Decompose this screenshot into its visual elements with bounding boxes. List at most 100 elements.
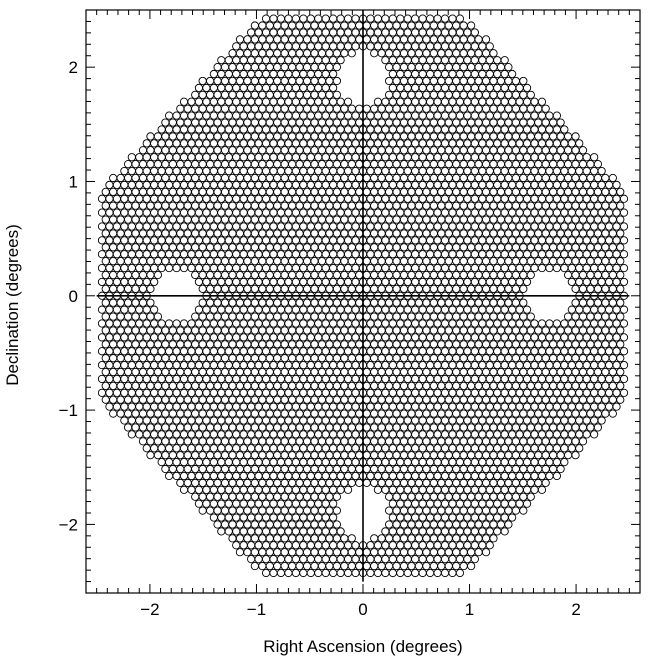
field-circle	[478, 347, 487, 356]
field-circle	[258, 215, 267, 224]
field-circle	[355, 187, 364, 196]
field-circle	[575, 222, 584, 231]
field-circle	[269, 180, 278, 190]
field-circle	[455, 471, 465, 481]
field-circle	[321, 69, 330, 79]
field-circle	[567, 277, 576, 287]
field-circle	[131, 284, 140, 293]
field-circle	[478, 319, 487, 328]
field-circle	[250, 548, 259, 557]
field-circle	[552, 250, 562, 259]
field-circle	[179, 471, 189, 481]
field-circle	[448, 277, 457, 287]
field-circle	[146, 173, 155, 183]
field-circle	[213, 437, 222, 446]
field-circle	[392, 506, 401, 515]
field-circle	[571, 257, 580, 266]
field-circle	[280, 520, 289, 529]
field-circle	[593, 340, 603, 349]
field-circle	[608, 257, 617, 266]
field-circle	[526, 215, 535, 224]
field-circle	[388, 305, 397, 314]
field-circle	[198, 146, 207, 155]
field-circle	[276, 416, 286, 425]
field-circle	[452, 520, 461, 529]
field-circle	[474, 243, 483, 252]
field-circle	[489, 284, 498, 293]
field-circle	[470, 319, 479, 328]
field-circle	[317, 21, 327, 30]
field-circle	[284, 471, 293, 481]
field-circle	[187, 222, 196, 231]
field-circle	[448, 139, 457, 148]
field-circle	[489, 215, 498, 224]
field-circle	[217, 388, 226, 397]
field-circle	[217, 458, 226, 467]
field-circle	[254, 277, 263, 287]
field-circle	[437, 146, 446, 155]
field-circle	[183, 395, 192, 404]
field-circle	[247, 305, 256, 314]
field-circle	[325, 409, 334, 418]
field-circle	[250, 229, 259, 238]
field-circle	[444, 520, 453, 529]
field-circle	[440, 541, 450, 550]
field-circle	[220, 284, 230, 293]
field-circle	[463, 360, 472, 370]
field-circle	[444, 478, 453, 487]
field-circle	[411, 222, 420, 231]
field-circle	[377, 381, 386, 390]
field-circle	[321, 166, 330, 176]
field-circle	[340, 312, 349, 321]
field-circle	[105, 222, 114, 231]
field-circle	[187, 125, 196, 134]
field-circle	[123, 201, 133, 210]
field-circle	[235, 437, 245, 446]
field-circle	[500, 222, 509, 231]
field-circle	[165, 402, 174, 411]
field-circle	[288, 132, 297, 141]
field-circle	[440, 42, 450, 51]
field-circle	[604, 236, 614, 245]
field-circle	[426, 277, 435, 287]
field-circle	[347, 35, 356, 44]
field-circle	[467, 451, 476, 460]
field-circle	[302, 506, 312, 515]
field-circle	[347, 561, 356, 571]
field-circle	[254, 485, 263, 494]
field-circle	[310, 270, 319, 280]
field-circle	[470, 333, 479, 342]
field-circle	[407, 132, 416, 141]
field-circle	[224, 97, 233, 106]
field-circle	[526, 326, 535, 335]
field-circle	[295, 423, 304, 432]
field-circle	[284, 139, 293, 148]
field-circle	[284, 444, 293, 453]
field-circle	[489, 534, 498, 543]
field-circle	[105, 263, 114, 273]
field-circle	[366, 319, 375, 328]
field-circle	[508, 166, 517, 176]
field-circle	[116, 215, 125, 224]
field-circle	[489, 381, 498, 390]
field-circle	[437, 409, 446, 418]
field-circle	[191, 354, 200, 363]
field-circle	[329, 374, 338, 384]
field-circle	[228, 381, 237, 390]
field-circle	[325, 437, 334, 446]
field-circle	[452, 395, 461, 404]
field-circle	[265, 76, 274, 86]
field-circle	[120, 374, 129, 384]
field-circle	[500, 374, 509, 384]
field-circle	[593, 409, 603, 418]
field-circle	[146, 381, 155, 390]
field-circle	[437, 326, 446, 335]
field-circle	[355, 561, 364, 571]
field-circle	[545, 471, 554, 481]
field-circle	[317, 76, 327, 86]
field-circle	[392, 243, 401, 252]
field-circle	[377, 437, 386, 446]
field-circle	[157, 458, 166, 467]
field-circle	[329, 402, 338, 411]
field-circle	[496, 201, 506, 210]
